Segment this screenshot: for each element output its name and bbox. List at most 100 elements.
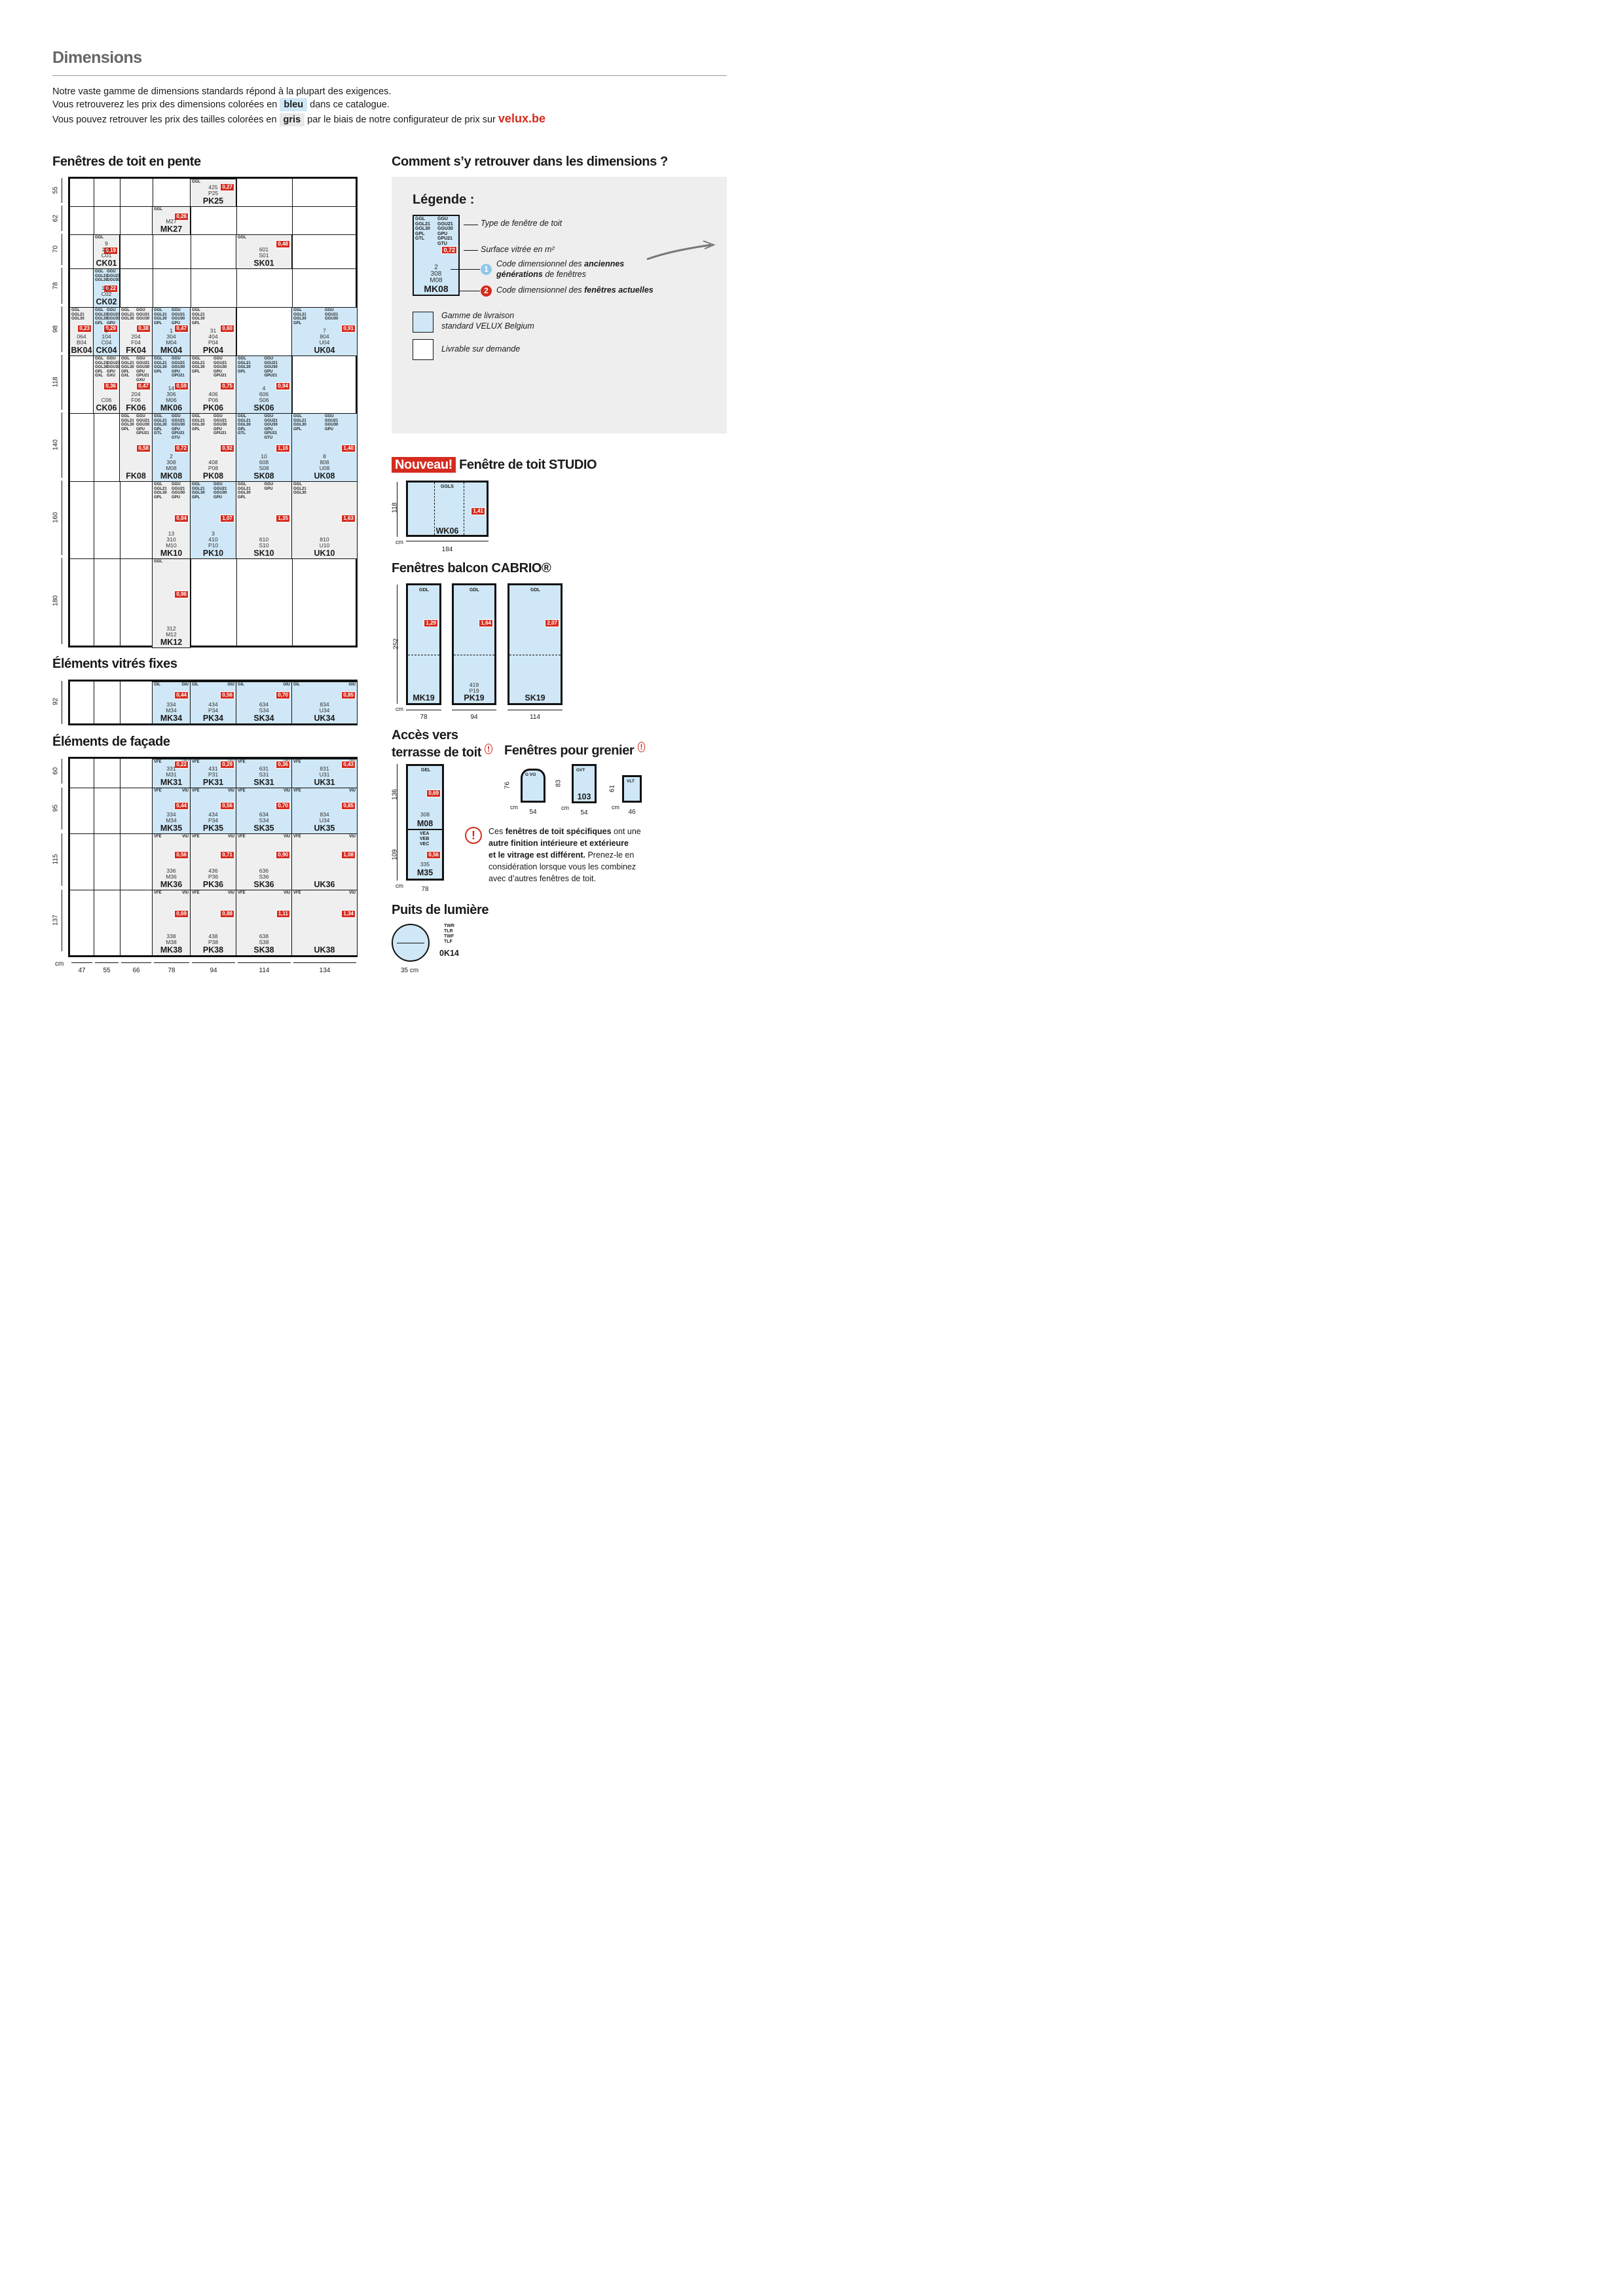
column-width-label: 55: [103, 967, 111, 974]
glazed-area: 1,40: [341, 444, 356, 452]
grenier-window: G VO: [521, 769, 545, 803]
window-types: GGL GGL21 GGL30 GPL: [121, 414, 134, 431]
window-types-alt: GGU GGU21 GGU30 GPU GPU21: [213, 357, 227, 378]
size-code: SK36: [253, 880, 274, 889]
dimension-cell: VFE VIU 1,08 UK36: [291, 833, 358, 890]
title-divider: [52, 75, 727, 76]
window-types: GGL: [154, 560, 162, 564]
window-types: GGL GGL21 GGL30: [95, 270, 108, 282]
window-types-alt: GIU: [283, 683, 290, 687]
window-type: GVT: [576, 768, 585, 773]
studio-unit: cm: [396, 539, 403, 545]
size-code: FK04: [126, 346, 146, 355]
glazed-area: 0,27: [220, 183, 234, 192]
terrasse-top-codes: 308: [420, 811, 430, 818]
size-code: UK38: [314, 945, 335, 955]
glazed-area: 0,29: [103, 324, 118, 333]
glazed-area: 0,44: [174, 691, 189, 700]
legend-surface-label: Surface vitrée en m²: [481, 245, 555, 254]
window-types: VFE: [154, 891, 162, 895]
window-types: GGL: [154, 208, 162, 211]
legend-panel: Légende : GGL GGL21 GGL30 GPL GTL GGU GG…: [392, 177, 727, 433]
row-height-label: 137: [52, 915, 60, 926]
badge-1: 1: [481, 264, 492, 275]
dimension-cell: GGL GGL21 GGL30 GPL GGU GGU21 GGU30 GPU G…: [119, 413, 153, 482]
size-code: SK01: [253, 259, 274, 268]
old-size-codes: 436 P36: [208, 867, 219, 880]
pointer-line-surface: [464, 250, 478, 251]
column-dimension-line: [71, 962, 92, 963]
window-types: GGL GGL21 GGL30 GPL GXL: [95, 357, 108, 378]
column-dimension-line: [95, 962, 119, 963]
old-size-codes: 610 S10: [259, 536, 269, 549]
swatch-standard: [413, 312, 434, 333]
window-types-alt: GGU GGU21 GGU30 GPU: [107, 308, 120, 325]
terrasse-unit: cm: [396, 883, 403, 889]
window-types: VFE: [238, 835, 246, 839]
row-height-label: 70: [52, 245, 60, 253]
puits-name: 0K14: [439, 949, 459, 958]
size-code: PK31: [202, 778, 224, 787]
old-size-codes: 4 606 S06: [259, 385, 269, 403]
glazed-area: 0,23: [77, 324, 92, 333]
warn-t3: Prenez-le en: [585, 850, 635, 860]
swatch-demand: [413, 339, 434, 360]
intro-line-2-end: dans ce catalogue.: [310, 100, 390, 110]
window-types: GGL GGL21 GGL30 GPL: [192, 414, 205, 431]
window-types: GGL GGL21 GGL30: [293, 483, 306, 495]
dimension-cell: GGL 0,96 312 M12 MK12: [152, 558, 191, 648]
cabrio-window: GDL 1,29 MK19: [406, 583, 441, 705]
section-puits: Puits de lumière: [392, 903, 489, 917]
unit-label: cm: [510, 804, 518, 811]
window-type: G VO: [525, 773, 536, 777]
row-height-label: 98: [52, 325, 60, 333]
old-size-codes: 834 U34: [319, 811, 330, 824]
glazed-area: 1,11: [276, 910, 290, 918]
row-height-label: 118: [52, 376, 60, 388]
size-code: FK06: [126, 403, 146, 412]
glazed-area: 0,75: [220, 382, 234, 390]
size-code: MK34: [160, 714, 183, 723]
unit-label: cm: [561, 805, 569, 811]
acces-line-2: terrasse de toit !: [392, 742, 492, 760]
size-code: MK12: [160, 638, 183, 647]
window-types: GGL GGL21 GGL30 GPL: [154, 357, 167, 374]
legend-new-b: fenêtres actuelles: [584, 285, 654, 295]
window-types: VFE: [238, 789, 246, 793]
column-dimension-line: [238, 962, 291, 963]
dimension-cell: GGL GGL21 GGL30 GPL GXL GGU GGU21 GGU30 G…: [119, 355, 153, 414]
old-size-codes: 102 C02: [101, 285, 112, 297]
width-label: 54: [580, 809, 588, 816]
glazed-area: 0,48: [276, 240, 290, 248]
section-fixes: Éléments vitrés fixes: [52, 657, 177, 671]
glazed-area: 0,22: [103, 284, 118, 293]
size-code: PK35: [202, 824, 224, 833]
dimension-cell: GGL 0,26 M27 MK27: [152, 206, 191, 235]
size-code: MK38: [160, 945, 183, 955]
window-types-alt: VIU: [181, 891, 189, 895]
glazed-area: 0,47: [136, 382, 151, 390]
legend-old-line2: générations de fenêtres: [496, 270, 586, 279]
window-types: GGL GGL21 GGL30 GPL: [192, 308, 205, 325]
window-types: GIL: [192, 683, 198, 687]
old-size-codes: 334 M34: [166, 701, 177, 714]
size-code: UK31: [314, 778, 335, 787]
dimension-cell: VFE VIU 1,11 638 S38 SK38: [236, 890, 292, 956]
height-label: 83: [555, 779, 563, 788]
width-label: 78: [420, 714, 428, 721]
window-types-alt: GGU GGU21 GGU30 GPU GPU21 GXU: [136, 357, 150, 382]
window-type: GDL: [530, 588, 540, 592]
old-size-codes: 204 F06: [131, 391, 141, 403]
window-types-alt: GGU GGU21 GGU30 GPU: [172, 308, 185, 325]
dimension-cell: GGL GGL21 GGL30 GGU GGU21 GGU30 0,38 204 F0…: [119, 307, 153, 356]
velux-link[interactable]: velux.be: [498, 112, 545, 125]
size-code: UK34: [314, 714, 335, 723]
column-width-label: 78: [168, 967, 175, 974]
legend-types-2: GGU GGU21 GGU30 GPU GPU21 GTU: [437, 217, 453, 246]
warn-t4: considération lorsque vous les combinez: [489, 862, 637, 871]
size-code: MK36: [160, 880, 183, 889]
page-title: Dimensions: [52, 48, 142, 67]
size-code: MK27: [160, 225, 183, 234]
window-types: GGL GGL21 GGL30 GPL: [154, 483, 167, 500]
